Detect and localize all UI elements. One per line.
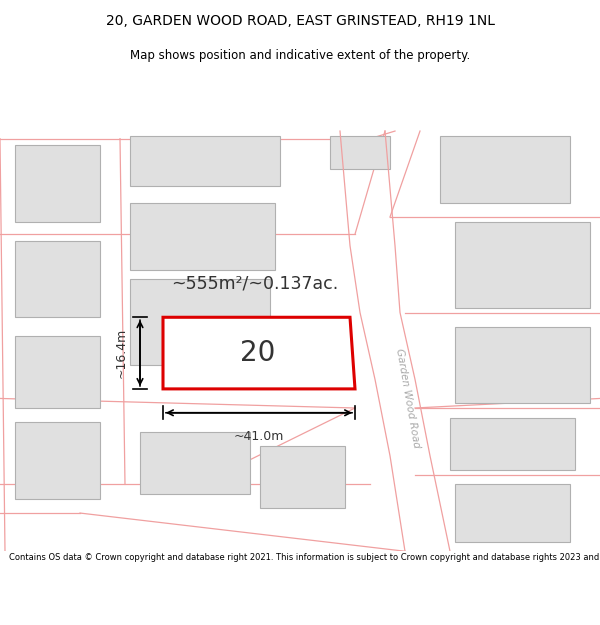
Polygon shape [455,222,590,308]
Polygon shape [15,422,100,499]
Polygon shape [455,484,570,542]
Text: ~16.4m: ~16.4m [115,328,128,378]
Polygon shape [15,241,100,318]
Polygon shape [330,136,390,169]
Text: ~555m²/~0.137ac.: ~555m²/~0.137ac. [172,275,338,293]
Polygon shape [15,336,100,408]
Polygon shape [455,327,590,403]
Text: ~41.0m: ~41.0m [234,430,284,443]
Polygon shape [260,446,345,508]
Text: Map shows position and indicative extent of the property.: Map shows position and indicative extent… [130,49,470,62]
Polygon shape [440,136,570,202]
Text: Garden Wood Road: Garden Wood Road [394,348,422,449]
Polygon shape [130,279,270,365]
Polygon shape [15,146,100,222]
Polygon shape [130,136,280,186]
Polygon shape [140,432,250,494]
Text: 20, GARDEN WOOD ROAD, EAST GRINSTEAD, RH19 1NL: 20, GARDEN WOOD ROAD, EAST GRINSTEAD, RH… [106,14,494,28]
Polygon shape [130,202,275,269]
Polygon shape [450,418,575,470]
Polygon shape [163,318,355,389]
Text: 20: 20 [241,339,275,367]
Text: Contains OS data © Crown copyright and database right 2021. This information is : Contains OS data © Crown copyright and d… [9,554,600,562]
